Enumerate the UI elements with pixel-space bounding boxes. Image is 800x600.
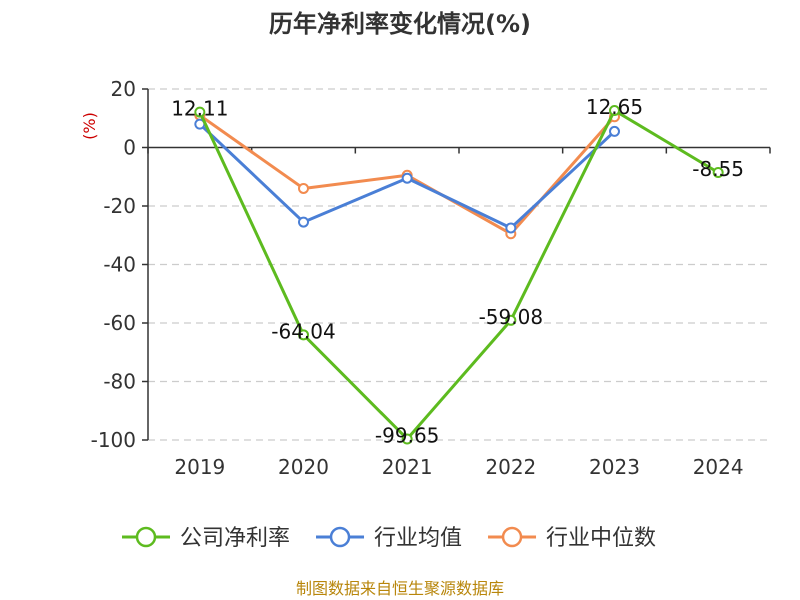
y-tick-label: -100 bbox=[91, 428, 136, 452]
x-tick-label: 2019 bbox=[174, 455, 225, 479]
x-tick-label: 2022 bbox=[485, 455, 536, 479]
data-point[interactable] bbox=[609, 104, 620, 116]
legend-item[interactable]: 行业中位数 bbox=[488, 526, 656, 551]
y-tick-label: -20 bbox=[103, 194, 136, 218]
x-tick-label: 2024 bbox=[693, 455, 744, 479]
legend-marker-icon bbox=[329, 526, 351, 548]
data-label-layer: 12.11 -64.04 -99.65 -59.08 12.65 -8.55 bbox=[171, 95, 744, 447]
legend-item[interactable]: 行业均值 bbox=[316, 526, 462, 551]
legend-label: 公司净利率 bbox=[180, 526, 290, 551]
legend-label: 行业均值 bbox=[374, 526, 462, 551]
data-label: -64.04 bbox=[271, 319, 335, 343]
source-note: 制图数据来自恒生聚源数据库 bbox=[296, 579, 504, 598]
grid-layer bbox=[148, 88, 770, 441]
data-label: -59.08 bbox=[479, 305, 543, 329]
legend-marker-icon bbox=[501, 526, 523, 548]
data-label: 12.11 bbox=[171, 97, 228, 121]
chart-title: 历年净利率变化情况(%) bbox=[269, 10, 531, 38]
y-tick-label: 0 bbox=[123, 136, 136, 160]
data-point[interactable] bbox=[298, 329, 309, 341]
data-point[interactable] bbox=[712, 167, 724, 179]
series-line bbox=[198, 108, 720, 441]
data-point[interactable] bbox=[298, 216, 309, 228]
y-tick-label: -40 bbox=[103, 253, 136, 277]
data-point[interactable] bbox=[401, 433, 413, 445]
legend[interactable]: 公司净利率 行业均值 行业中位数 bbox=[122, 526, 656, 551]
y-tick-label: -80 bbox=[103, 370, 136, 394]
data-point[interactable] bbox=[505, 222, 517, 234]
y-tick-label: 20 bbox=[111, 77, 136, 101]
legend-item[interactable]: 公司净利率 bbox=[122, 526, 290, 551]
y-tick-label: -60 bbox=[103, 311, 136, 335]
legend-marker-icon bbox=[135, 526, 157, 548]
series-layer bbox=[194, 104, 724, 445]
data-label: -8.55 bbox=[692, 157, 744, 181]
data-point[interactable] bbox=[401, 172, 413, 184]
data-point[interactable] bbox=[298, 182, 309, 194]
data-point[interactable] bbox=[505, 314, 517, 326]
x-tick-label: 2023 bbox=[589, 455, 640, 479]
legend-label: 行业中位数 bbox=[546, 526, 656, 551]
y-axis-unit-label: (%) bbox=[80, 112, 99, 140]
data-point[interactable] bbox=[194, 106, 206, 118]
data-label: -99.65 bbox=[375, 423, 439, 447]
data-point[interactable] bbox=[609, 125, 620, 137]
data-label: 12.65 bbox=[586, 95, 643, 119]
x-tick-label: 2020 bbox=[278, 455, 329, 479]
axis-layer: 20 0 -20 -40 -60 -80 -100 2019 2020 2021 2022 2023 2… bbox=[91, 77, 771, 479]
x-tick-label: 2021 bbox=[382, 455, 433, 479]
